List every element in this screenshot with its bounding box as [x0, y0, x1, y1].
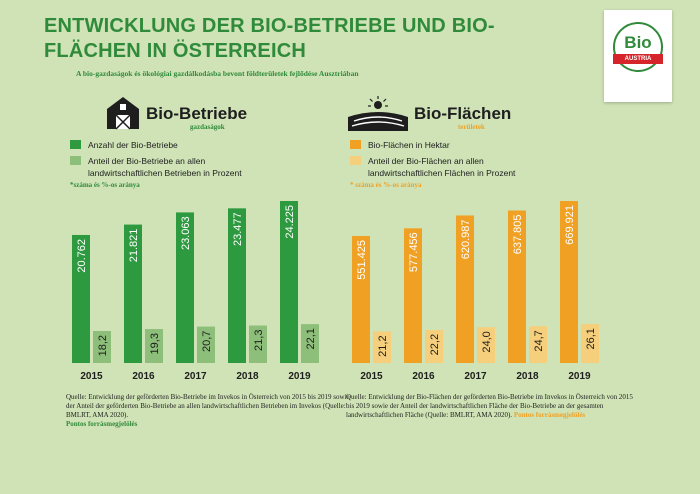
bar-share-2015 [93, 330, 111, 363]
source-hu: Pontos forrásmegjelölés [66, 420, 138, 428]
field-sun-icon [348, 96, 408, 131]
bar-label-share-2019: 26,1 [585, 328, 597, 349]
bar-primary-2016 [404, 228, 422, 363]
panel-heading-right: Bio-Flächen [414, 104, 512, 123]
bar-label-share-2015: 18,2 [97, 335, 109, 356]
legend-label: Bio-Flächen in Hektar [368, 140, 450, 150]
bar-label-share-2015: 21,2 [377, 335, 389, 356]
bar-primary-2019 [560, 201, 578, 363]
source-text-right: Quelle: Entwicklung der Bio-Flächen der … [346, 393, 636, 420]
logo-circle: Bio AUSTRIA [613, 22, 663, 72]
bar-primary-2015 [72, 234, 90, 363]
legend-label: Anteil der Bio-Flächen an allen landwirt… [368, 156, 516, 178]
panel-bio-flaechen: Bio-Flächen területek Bio-Flächen in Hek… [340, 95, 640, 490]
bar-label-primary-2016: 21.821 [128, 229, 140, 263]
bar-label-primary-2017: 23.063 [180, 216, 192, 250]
bar-share-2017 [197, 326, 215, 363]
page-subtitle: A bio-gazdaságok és ökológiai gazdálkodá… [76, 69, 359, 78]
chart-bio-flaechen: 551.425 21,2 2015 577.456 22,2 2016 620.987 24,… [352, 201, 599, 382]
bar-share-2015 [373, 331, 391, 363]
source-text: Quelle: Entwicklung der geförderten Bio-… [66, 393, 350, 419]
legend-label: Anteil der Bio-Betriebe an allen landwir… [88, 156, 242, 178]
x-tick-label-2017: 2017 [184, 371, 207, 382]
legend-swatch [70, 156, 81, 165]
source-text-left: Quelle: Entwicklung der geförderten Bio-… [66, 393, 356, 429]
x-tick-label-2019: 2019 [288, 371, 311, 382]
x-tick-label-2015: 2015 [80, 371, 103, 382]
panel-subheading-right: területek [458, 123, 485, 131]
bar-primary-2018 [508, 210, 526, 363]
bar-label-primary-2018: 637.805 [512, 214, 524, 254]
bar-label-primary-2019: 24.225 [284, 205, 296, 239]
bar-label-share-2017: 20,7 [201, 331, 213, 352]
logo-text: Bio [624, 33, 652, 52]
bar-primary-2019 [280, 201, 298, 363]
bar-label-share-2019: 22,1 [305, 328, 317, 349]
bar-label-primary-2015: 551.425 [356, 240, 368, 280]
bar-primary-2017 [456, 215, 474, 363]
bar-share-2017 [477, 327, 495, 363]
bar-label-primary-2017: 620.987 [460, 219, 472, 259]
page-title: ENTWICKLUNG DER BIO-BETRIEBE UND BIO-FLÄ… [44, 15, 495, 62]
bar-label-share-2018: 21,3 [253, 330, 265, 351]
bar-label-share-2016: 19,3 [149, 333, 161, 354]
x-tick-label-2017: 2017 [464, 371, 487, 382]
legend-swatch [350, 156, 361, 165]
bar-share-2019 [301, 324, 319, 363]
bar-share-2016 [145, 329, 163, 363]
panel-bio-betriebe: Bio-Betriebe gazdaságok Anzahl der Bio-B… [60, 95, 360, 490]
panel-subheading-left: gazdaságok [190, 123, 225, 131]
bar-label-primary-2015: 20.762 [76, 239, 88, 273]
chart-bio-betriebe: 20.762 18,2 2015 21.821 19,3 2016 23.063 20,7 20… [72, 201, 319, 382]
bar-label-primary-2016: 577.456 [408, 232, 420, 272]
panel-heading-left: Bio-Betriebe [146, 104, 248, 123]
legend-label: Anzahl der Bio-Betriebe [88, 140, 178, 150]
legend-swatch [350, 140, 361, 149]
logo-subtext: AUSTRIA [624, 56, 652, 62]
x-tick-label-2018: 2018 [236, 371, 259, 382]
x-tick-label-2016: 2016 [132, 371, 155, 382]
x-tick-label-2018: 2018 [516, 371, 539, 382]
bar-label-share-2018: 24,7 [533, 330, 545, 351]
bar-primary-2015 [352, 236, 370, 363]
bio-austria-logo: Bio AUSTRIA [604, 10, 672, 102]
x-tick-label-2015: 2015 [360, 371, 383, 382]
bar-primary-2018 [228, 208, 246, 363]
bar-primary-2016 [124, 224, 142, 363]
logo-band [613, 54, 663, 64]
bar-label-primary-2019: 669.921 [564, 205, 576, 245]
bar-label-primary-2018: 23.477 [232, 212, 244, 246]
source-hu: Pontos forrásmegjelölés [513, 411, 586, 419]
chart-note: *száma és %-os aránya [70, 181, 140, 189]
barn-icon [107, 97, 139, 130]
bar-share-2018 [529, 326, 547, 363]
source-text: Quelle: Entwicklung der Bio-Flächen der … [346, 393, 633, 419]
bar-label-share-2017: 24,0 [481, 331, 493, 352]
bar-share-2016 [425, 329, 443, 363]
x-tick-label-2019: 2019 [568, 371, 591, 382]
x-tick-label-2016: 2016 [412, 371, 435, 382]
legend-swatch [70, 140, 81, 149]
chart-note: * száma és %-os aránya [350, 181, 422, 189]
bar-label-share-2016: 22,2 [429, 334, 441, 355]
bar-primary-2017 [176, 212, 194, 363]
bar-share-2019 [581, 324, 599, 363]
bar-share-2018 [249, 325, 267, 363]
